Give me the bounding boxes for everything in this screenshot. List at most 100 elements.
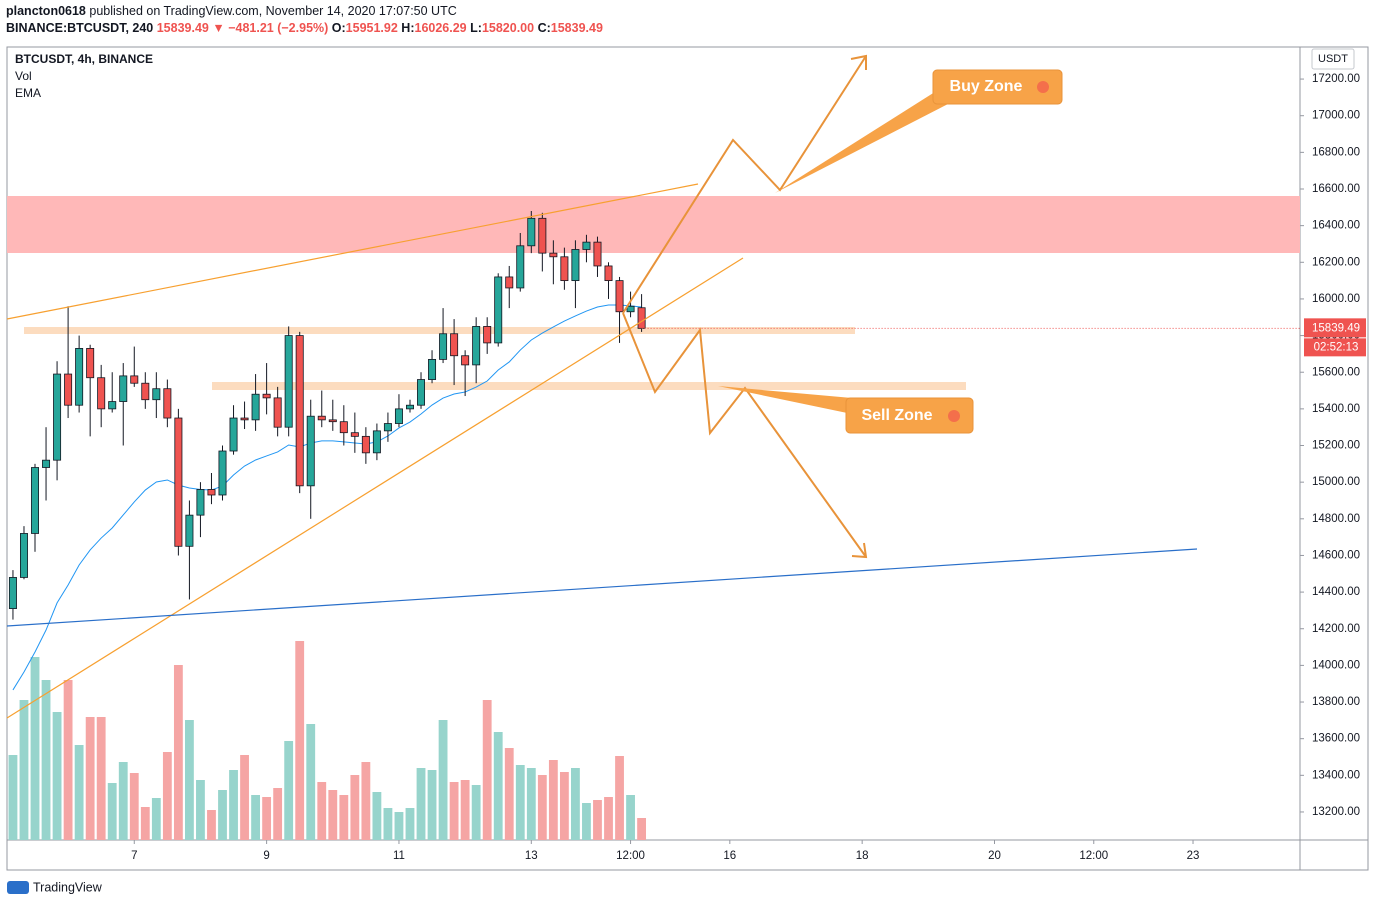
candle-body: [31, 467, 39, 534]
sell-path: [622, 312, 867, 558]
y-tick-label: 13400.00: [1312, 769, 1360, 781]
arrow: ▼: [212, 21, 224, 35]
last-price: 15839.49: [1312, 322, 1360, 334]
volume-bar: [328, 790, 338, 840]
c-label: C:: [538, 21, 551, 35]
candle-body: [8, 577, 17, 609]
volume-bar: [548, 760, 558, 840]
volume-bar: [262, 797, 272, 840]
volume-bar: [140, 807, 150, 840]
countdown: 02:52:13: [1314, 341, 1359, 353]
header-line: plancton0618 published on TradingView.co…: [6, 4, 457, 18]
y-tick-label: 14000.00: [1312, 659, 1360, 671]
candle-body: [141, 382, 150, 401]
volume-bar: [637, 818, 647, 840]
volume-bar: [96, 717, 106, 840]
frame: [6, 46, 1369, 871]
candle-body: [560, 256, 569, 282]
volume-bar: [394, 812, 404, 840]
y-tick-label: 14400.00: [1312, 586, 1360, 598]
volume-bar: [162, 752, 172, 840]
h: 16026.29: [415, 21, 467, 35]
volume-bar: [8, 755, 18, 840]
candle-body: [174, 417, 183, 547]
x-tick-label: 23: [1187, 850, 1200, 862]
volume-bar: [52, 712, 62, 840]
x-tick-label: 12:00: [1079, 850, 1108, 862]
buy-path: [622, 55, 867, 314]
trend-line: [6, 548, 1198, 627]
y-tick-label: 16800.00: [1312, 146, 1360, 158]
candle-body: [494, 276, 503, 344]
candle-body: [218, 450, 227, 496]
y-tick-label: 14200.00: [1312, 623, 1360, 635]
candle-body: [450, 333, 459, 357]
last: 15839.49: [157, 21, 209, 35]
candle-body: [53, 373, 62, 461]
volume-bar: [317, 782, 327, 840]
candle-body: [163, 388, 172, 419]
ema-line: [12, 304, 642, 691]
change: −481.21 (−2.95%): [228, 21, 328, 35]
volume-bar: [427, 770, 437, 840]
candle-body: [152, 388, 161, 401]
volume-bar: [173, 665, 183, 840]
l-label: L:: [470, 21, 482, 35]
candle-body: [428, 358, 437, 380]
volume-bar: [493, 732, 503, 840]
candle-body: [615, 280, 624, 313]
volume-bar: [471, 785, 481, 840]
volume-bar: [604, 797, 613, 840]
candle-body: [350, 432, 359, 437]
volume-bar: [85, 717, 95, 840]
y-tick-label: 14800.00: [1312, 513, 1360, 525]
volume-bar: [151, 798, 161, 840]
candle-body: [406, 404, 414, 410]
volume-bar: [582, 803, 591, 840]
candle-body: [75, 348, 84, 406]
volume-bar: [438, 720, 448, 840]
c: 15839.49: [551, 21, 603, 35]
candle-body: [538, 217, 547, 254]
candle-body: [306, 415, 315, 487]
volume-bar: [240, 755, 249, 840]
volume-bar: [449, 782, 459, 840]
x-tick-label: 13: [525, 850, 538, 862]
candle-body: [383, 423, 392, 432]
y-tick-label: 15200.00: [1312, 440, 1360, 452]
annotation: Buy Zone: [950, 78, 1023, 95]
callout-pointer: [718, 386, 852, 414]
candle-body: [229, 417, 238, 452]
x-tick-label: 18: [856, 850, 869, 862]
volume-bar: [19, 700, 29, 840]
candle-body: [262, 393, 271, 399]
legend-entry: EMA: [15, 86, 41, 100]
candle-body: [527, 217, 536, 247]
x-tick-label: 20: [988, 850, 1001, 862]
candle-body: [240, 417, 249, 421]
volume-bar: [284, 741, 294, 840]
y-tick-label: 15000.00: [1312, 476, 1360, 488]
candle-body: [86, 348, 95, 379]
candle-body: [185, 514, 194, 547]
candle-body: [472, 326, 481, 366]
volume-bar: [559, 772, 569, 840]
volume-bar: [460, 780, 470, 840]
candle-body: [295, 335, 304, 487]
volume-bar: [537, 775, 547, 840]
volume-bar: [273, 788, 283, 840]
volume-bar: [515, 765, 525, 840]
y-tick-label: 16200.00: [1312, 256, 1360, 268]
volume-bar: [30, 657, 40, 840]
symbol: BINANCE:BTCUSDT, 240: [6, 21, 153, 35]
volume-bar: [118, 762, 128, 840]
arrow-head: [851, 542, 868, 559]
callout-box: [845, 397, 974, 434]
candle-body: [207, 489, 216, 496]
volume-bar: [372, 792, 382, 840]
x-tick-label: 9: [263, 850, 269, 862]
volume-bar: [306, 724, 316, 840]
support-zone: [24, 327, 855, 334]
volume-bar: [185, 720, 194, 840]
